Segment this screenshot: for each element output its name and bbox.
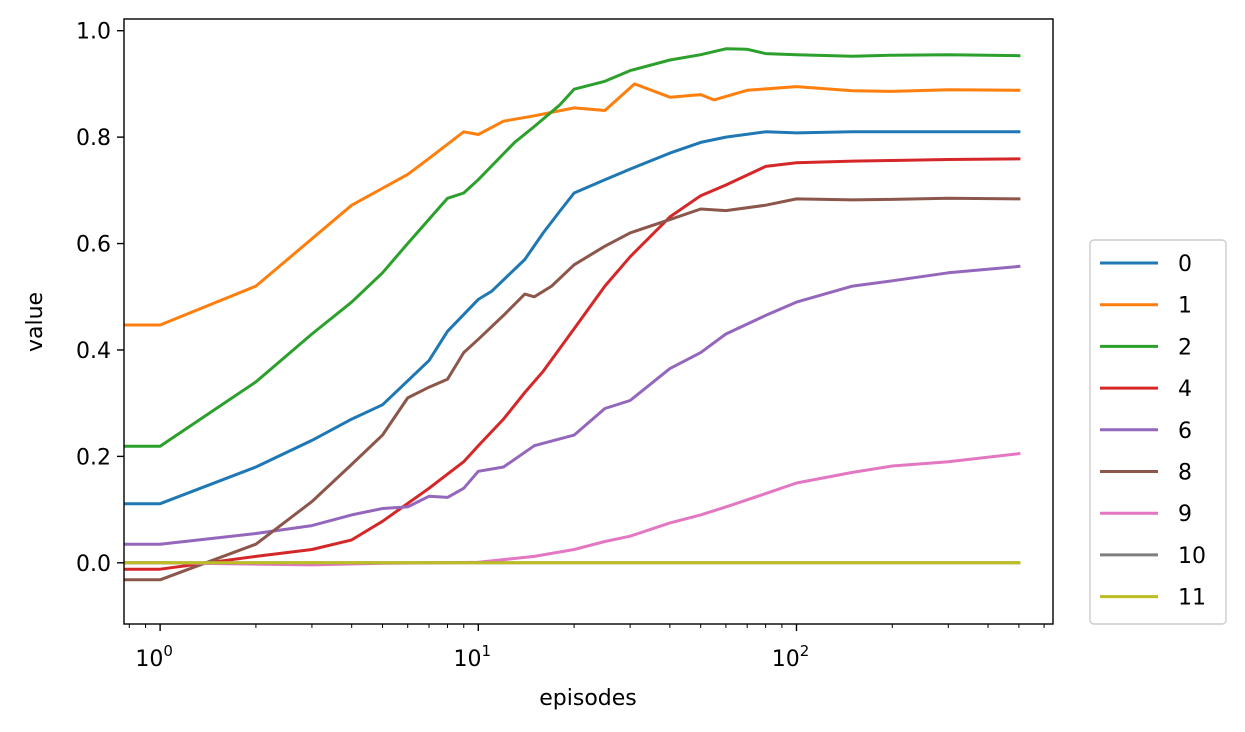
x-axis-label: episodes (539, 686, 637, 711)
y-axis-label: value (23, 292, 48, 352)
legend-label-4: 4 (1178, 377, 1192, 402)
legend-label-9: 9 (1178, 502, 1192, 527)
series-line-8 (124, 196, 1021, 582)
series-layer (124, 47, 1021, 582)
y-tick-label: 1.0 (76, 20, 111, 45)
legend-label-1: 1 (1178, 294, 1192, 319)
legend-label-6: 6 (1178, 419, 1192, 444)
series-line-0 (124, 130, 1021, 506)
y-tick-label: 0.0 (76, 552, 111, 577)
y-tick-label: 0.8 (76, 126, 111, 151)
y-axis: 0.0 0.2 0.4 0.6 0.8 1.0 (76, 20, 124, 577)
y-tick-label: 0.6 (76, 233, 111, 258)
plot-frame (123, 18, 1054, 625)
series-line-2 (124, 47, 1021, 448)
legend-label-10: 10 (1178, 544, 1206, 569)
series-line-6 (124, 264, 1021, 546)
legend-frame (1089, 239, 1227, 625)
legend-label-11: 11 (1178, 586, 1206, 611)
legend-label-8: 8 (1178, 461, 1192, 486)
legend-label-2: 2 (1178, 335, 1192, 360)
y-tick-label: 0.4 (76, 339, 111, 364)
series-line-1 (124, 82, 1021, 327)
series-line-4 (124, 157, 1021, 571)
legend: 0 1 2 4 6 8 9 10 11 (1089, 239, 1227, 625)
y-tick-label: 0.2 (76, 445, 111, 470)
legend-label-0: 0 (1178, 252, 1192, 277)
x-tick-label: 100 (135, 642, 173, 672)
